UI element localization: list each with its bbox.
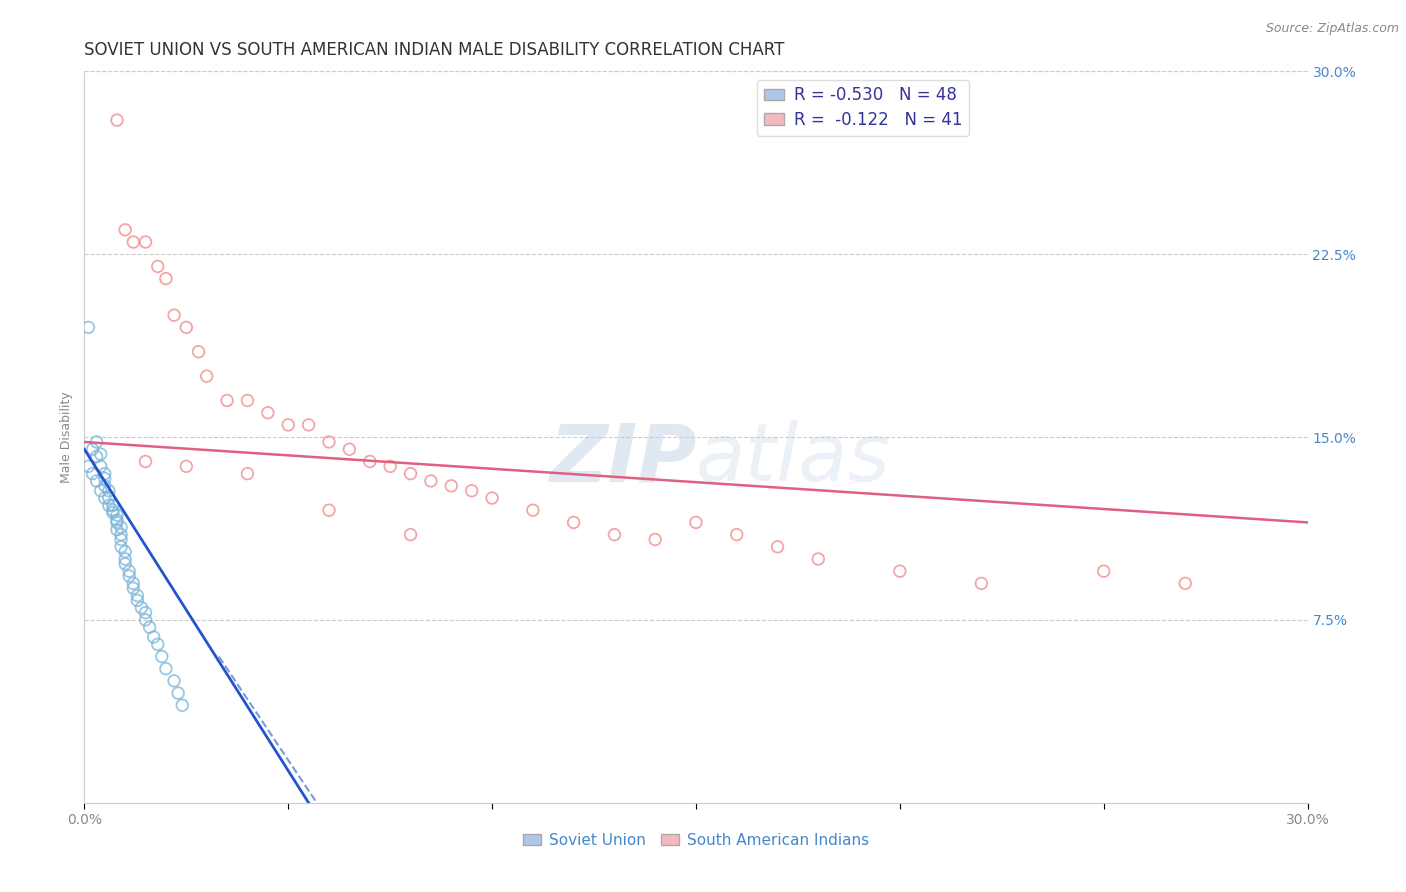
Point: [93, 467, 115, 481]
Point: [118, 564, 141, 578]
Point: [90, 459, 112, 474]
Point: [93, 479, 115, 493]
Point: [105, 516, 128, 530]
Point: [142, 630, 165, 644]
Point: [86, 450, 108, 464]
Point: [77, 459, 100, 474]
Point: [127, 593, 149, 607]
Point: [122, 581, 145, 595]
Point: [187, 344, 209, 359]
Point: [1174, 576, 1197, 591]
Point: [685, 516, 707, 530]
Point: [150, 649, 173, 664]
Point: [277, 417, 299, 432]
Point: [101, 503, 124, 517]
Point: [644, 533, 666, 547]
Point: [105, 508, 128, 522]
Point: [110, 527, 132, 541]
Point: [114, 557, 136, 571]
Point: [236, 393, 259, 408]
Point: [167, 686, 190, 700]
Point: [97, 491, 120, 505]
Text: Source: ZipAtlas.com: Source: ZipAtlas.com: [1265, 22, 1399, 36]
Point: [118, 569, 141, 583]
Point: [90, 447, 112, 461]
Point: [82, 467, 104, 481]
Point: [420, 474, 443, 488]
Point: [725, 527, 748, 541]
Point: [146, 637, 169, 651]
Point: [110, 533, 132, 547]
Point: [127, 589, 149, 603]
Point: [135, 454, 157, 468]
Point: [318, 503, 340, 517]
Point: [135, 613, 157, 627]
Point: [114, 544, 136, 558]
Point: [195, 369, 218, 384]
Point: [217, 393, 239, 408]
Point: [399, 467, 422, 481]
Y-axis label: Male Disability: Male Disability: [59, 392, 73, 483]
Point: [174, 459, 197, 474]
Point: [603, 527, 626, 541]
Point: [105, 113, 128, 128]
Text: atlas: atlas: [696, 420, 891, 498]
Point: [172, 698, 194, 713]
Point: [86, 434, 108, 449]
Point: [298, 417, 321, 432]
Point: [105, 513, 128, 527]
Point: [97, 499, 120, 513]
Point: [522, 503, 544, 517]
Point: [339, 442, 361, 457]
Point: [174, 320, 197, 334]
Point: [90, 483, 112, 498]
Point: [380, 459, 402, 474]
Point: [105, 523, 128, 537]
Point: [77, 320, 100, 334]
Point: [93, 491, 115, 505]
Text: SOVIET UNION VS SOUTH AMERICAN INDIAN MALE DISABILITY CORRELATION CHART: SOVIET UNION VS SOUTH AMERICAN INDIAN MA…: [84, 41, 785, 59]
Point: [461, 483, 484, 498]
Point: [138, 620, 160, 634]
Point: [889, 564, 911, 578]
Point: [163, 673, 186, 688]
Point: [146, 260, 169, 274]
Point: [97, 483, 120, 498]
Point: [562, 516, 585, 530]
Point: [155, 271, 177, 285]
Point: [359, 454, 381, 468]
Point: [135, 235, 157, 249]
Point: [131, 600, 153, 615]
Point: [101, 506, 124, 520]
Point: [155, 662, 177, 676]
Point: [257, 406, 280, 420]
Point: [114, 552, 136, 566]
Legend: Soviet Union, South American Indians: Soviet Union, South American Indians: [517, 827, 875, 854]
Text: ZIP: ZIP: [548, 420, 696, 498]
Point: [399, 527, 422, 541]
Point: [122, 235, 145, 249]
Point: [135, 606, 157, 620]
Point: [110, 520, 132, 534]
Point: [318, 434, 340, 449]
Point: [236, 467, 259, 481]
Point: [82, 442, 104, 457]
Point: [114, 223, 136, 237]
Point: [110, 540, 132, 554]
Point: [766, 540, 789, 554]
Point: [93, 471, 115, 485]
Point: [807, 552, 830, 566]
Point: [122, 576, 145, 591]
Point: [163, 308, 186, 322]
Point: [101, 499, 124, 513]
Point: [481, 491, 503, 505]
Point: [1092, 564, 1115, 578]
Point: [440, 479, 463, 493]
Point: [970, 576, 993, 591]
Point: [86, 474, 108, 488]
